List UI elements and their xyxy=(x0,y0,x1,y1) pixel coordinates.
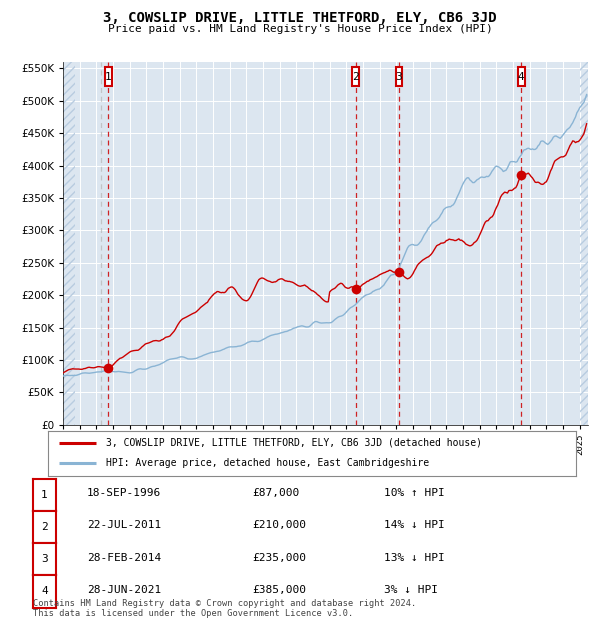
Text: 3: 3 xyxy=(41,554,48,564)
Text: 22-JUL-2011: 22-JUL-2011 xyxy=(87,520,161,531)
Text: 3, COWSLIP DRIVE, LITTLE THETFORD, ELY, CB6 3JD: 3, COWSLIP DRIVE, LITTLE THETFORD, ELY, … xyxy=(103,11,497,25)
Text: 28-JUN-2021: 28-JUN-2021 xyxy=(87,585,161,595)
Text: 18-SEP-1996: 18-SEP-1996 xyxy=(87,488,161,498)
Text: Contains HM Land Registry data © Crown copyright and database right 2024.
This d: Contains HM Land Registry data © Crown c… xyxy=(33,599,416,618)
Text: Price paid vs. HM Land Registry's House Price Index (HPI): Price paid vs. HM Land Registry's House … xyxy=(107,24,493,33)
Bar xyxy=(395,66,403,86)
Bar xyxy=(105,66,112,86)
Text: £210,000: £210,000 xyxy=(252,520,306,531)
Text: 10% ↑ HPI: 10% ↑ HPI xyxy=(384,488,445,498)
Text: 1: 1 xyxy=(105,71,112,81)
Bar xyxy=(352,66,359,86)
Text: 2: 2 xyxy=(41,522,48,532)
Text: 14% ↓ HPI: 14% ↓ HPI xyxy=(384,520,445,531)
Bar xyxy=(518,66,524,86)
Bar xyxy=(580,62,596,425)
Text: £385,000: £385,000 xyxy=(252,585,306,595)
Text: 3: 3 xyxy=(395,71,403,81)
Text: 4: 4 xyxy=(518,71,524,81)
Text: 4: 4 xyxy=(41,587,48,596)
Text: £87,000: £87,000 xyxy=(252,488,299,498)
Text: 28-FEB-2014: 28-FEB-2014 xyxy=(87,552,161,563)
Text: 13% ↓ HPI: 13% ↓ HPI xyxy=(384,552,445,563)
Text: £235,000: £235,000 xyxy=(252,552,306,563)
Text: HPI: Average price, detached house, East Cambridgeshire: HPI: Average price, detached house, East… xyxy=(106,458,429,469)
Text: 1: 1 xyxy=(41,490,48,500)
Text: 3, COWSLIP DRIVE, LITTLE THETFORD, ELY, CB6 3JD (detached house): 3, COWSLIP DRIVE, LITTLE THETFORD, ELY, … xyxy=(106,438,482,448)
Bar xyxy=(63,62,74,425)
Text: 2: 2 xyxy=(352,71,359,81)
Text: 3% ↓ HPI: 3% ↓ HPI xyxy=(384,585,438,595)
